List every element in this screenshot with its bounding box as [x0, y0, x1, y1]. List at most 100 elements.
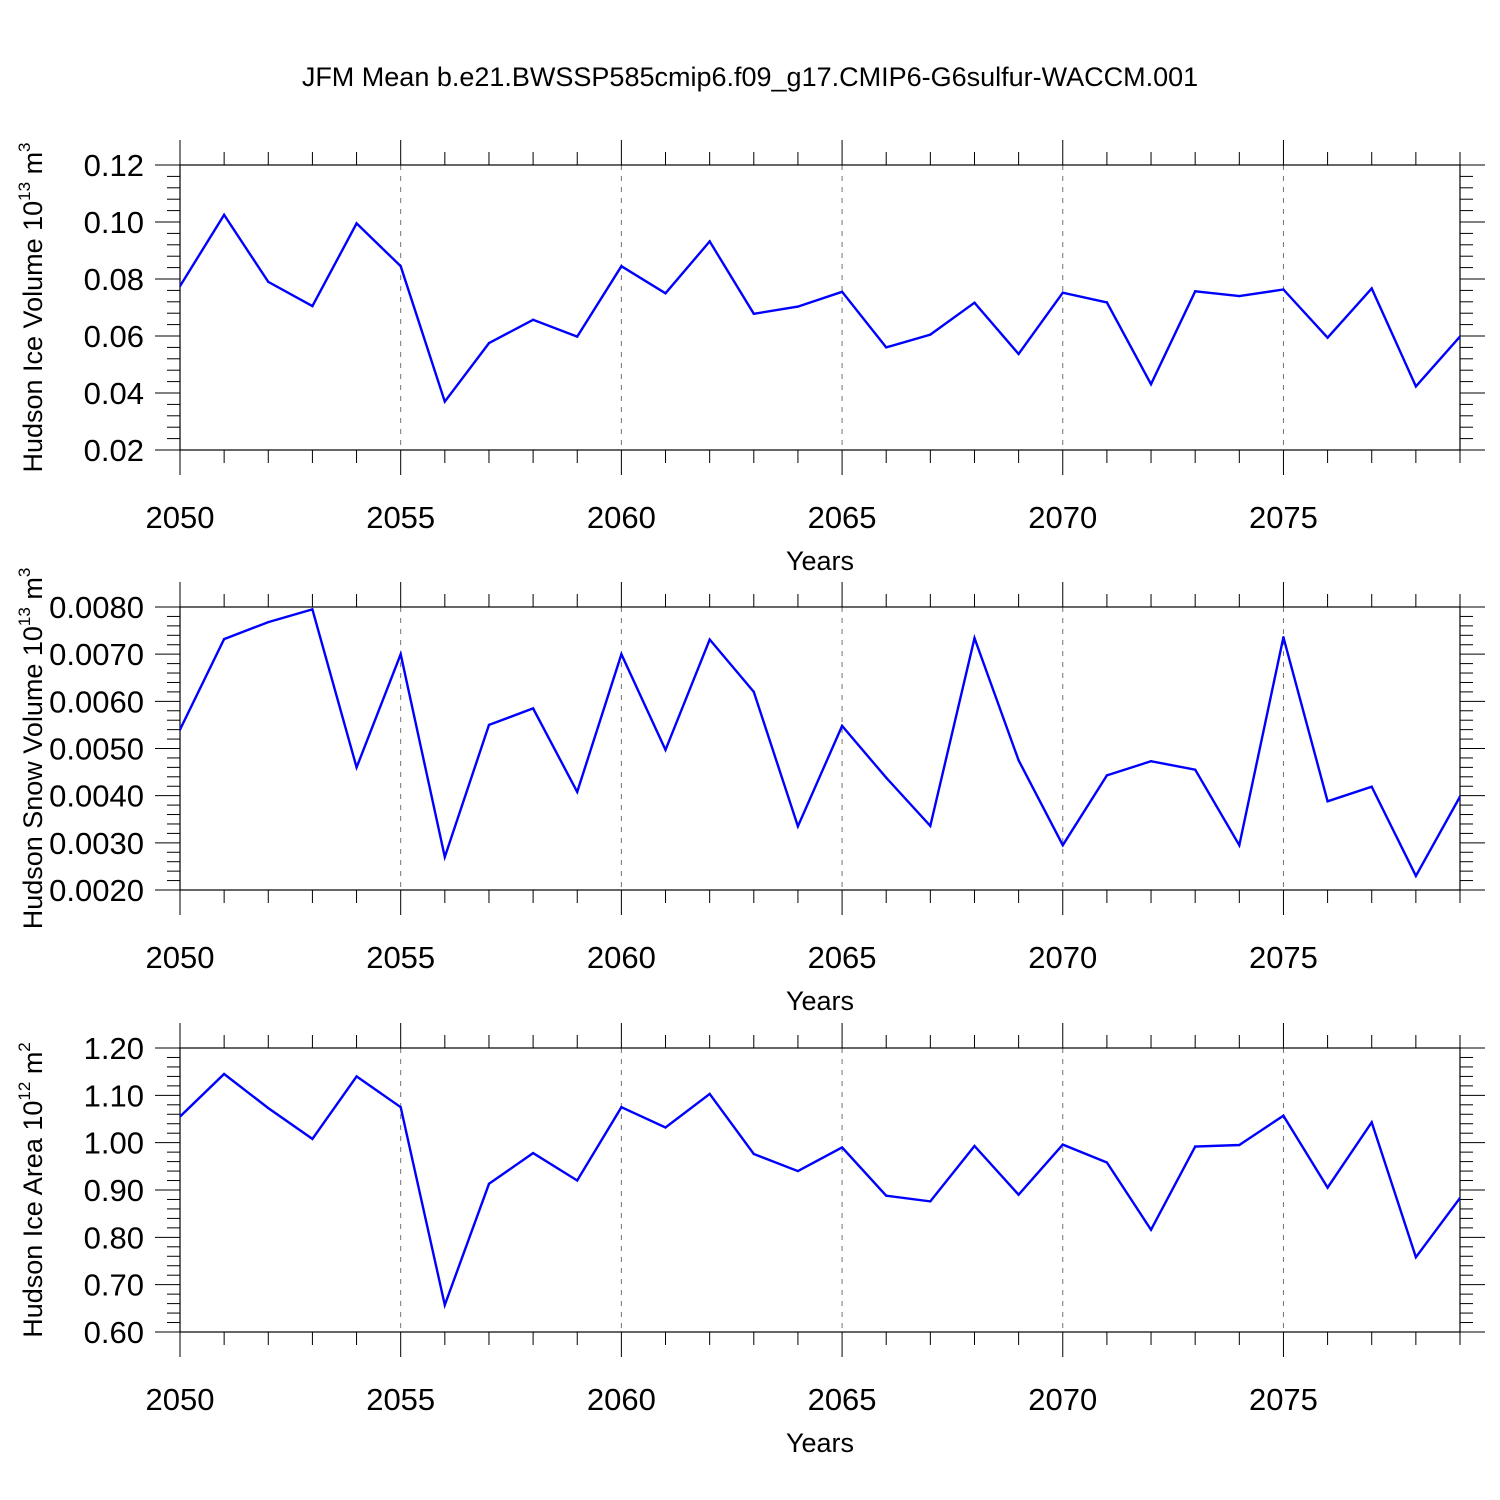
- data-point: [664, 292, 667, 295]
- data-point: [1238, 294, 1241, 298]
- data-point: [973, 1144, 976, 1148]
- data-point: [222, 213, 226, 217]
- data-point: [399, 652, 402, 656]
- y-axis-label-superscript: 12: [15, 1082, 34, 1101]
- data-point: [487, 723, 491, 727]
- data-point: [1149, 382, 1153, 386]
- y-axis-label: Hudson Ice Volume 1013 m3: [15, 142, 48, 472]
- x-tick-label: 2075: [1249, 940, 1318, 975]
- data-point: [1105, 1161, 1109, 1164]
- x-tick-label: 2050: [146, 500, 215, 535]
- data-point: [1193, 290, 1197, 293]
- ice-volume-panel: 0.02 0.04 0.06 0.08 0.10 0.12 2050 2055 2060 2065…: [15, 140, 1485, 576]
- data-point: [531, 707, 535, 710]
- series-line: [180, 1072, 1460, 1310]
- data-point: [1326, 1186, 1329, 1189]
- y-axis-label-text: Hudson Ice Volume 10: [18, 201, 48, 473]
- y-axis-label-text: m: [18, 1052, 48, 1082]
- data-point: [885, 346, 888, 349]
- data-point: [180, 284, 182, 288]
- x-tick-label: 2050: [146, 940, 215, 975]
- data-point: [1061, 291, 1064, 294]
- x-tick-label: 2075: [1249, 1382, 1318, 1417]
- data-point: [1105, 301, 1109, 304]
- data-point: [620, 1105, 623, 1109]
- data-point: [708, 1092, 711, 1096]
- y-tick-label: 0.0060: [49, 684, 144, 719]
- data-point: [1017, 759, 1020, 762]
- y-tick-label: 0.70: [84, 1268, 144, 1303]
- data-point: [708, 638, 711, 641]
- y-tick-label: 1.00: [84, 1126, 144, 1161]
- data-point: [443, 855, 447, 859]
- x-axis-label: Years: [786, 1428, 854, 1458]
- y-axis-label-superscript: 13: [15, 607, 34, 626]
- y-axis-label-text: m: [18, 577, 48, 607]
- x-tick-label: 2070: [1028, 940, 1097, 975]
- x-tick-label: 2065: [808, 940, 877, 975]
- y-tick-label: 0.0050: [49, 732, 144, 767]
- y-axis-label-text: Hudson Ice Area 10: [18, 1101, 48, 1338]
- figure-title: JFM Mean b.e21.BWSSP585cmip6.f09_g17.CMI…: [301, 62, 1199, 92]
- y-axis-label-text: Hudson Snow Volume 10: [18, 626, 48, 929]
- data-point: [531, 1151, 535, 1155]
- data-point: [1414, 874, 1418, 878]
- data-point: [1370, 287, 1373, 290]
- y-tick-label: 0.80: [84, 1220, 144, 1255]
- data-point: [1238, 1143, 1241, 1147]
- data-point: [1105, 774, 1109, 777]
- data-point: [1017, 352, 1020, 356]
- x-axis-label: Years: [786, 986, 854, 1016]
- plot-frame: [179, 606, 1461, 891]
- y-axis-label: Hudson Ice Area 1012 m2: [15, 1042, 48, 1338]
- data-point: [355, 766, 358, 769]
- data-point: [1458, 1196, 1460, 1200]
- data-point: [576, 790, 579, 794]
- data-point: [267, 620, 270, 624]
- data-point: [576, 335, 579, 338]
- y-tick-label: 0.0080: [49, 590, 144, 625]
- data-point: [222, 637, 226, 641]
- data-point: [1061, 1143, 1064, 1146]
- snow-volume-panel: 0.0020 0.0030 0.0040 0.0050 0.0060 0.0070 0.00…: [15, 568, 1485, 1016]
- data-point: [1193, 1145, 1197, 1148]
- data-point: [885, 1194, 888, 1197]
- data-point: [1458, 335, 1460, 338]
- data-point: [180, 728, 182, 731]
- data-point: [840, 290, 844, 294]
- y-tick-label: 0.0030: [49, 826, 144, 861]
- data-point: [796, 1169, 800, 1173]
- data-point: [443, 400, 447, 403]
- data-point: [180, 1115, 182, 1118]
- y-tick-label: 0.0070: [49, 637, 144, 672]
- data-point: [399, 1105, 402, 1109]
- data-point: [1061, 843, 1064, 847]
- data-point: [1414, 1256, 1418, 1259]
- data-point: [1193, 768, 1197, 771]
- data-point: [311, 1137, 314, 1141]
- series-line: [180, 607, 1460, 879]
- data-point: [443, 1303, 447, 1307]
- data-point: [1370, 1121, 1373, 1124]
- data-point: [1282, 1114, 1285, 1117]
- data-point: [929, 1200, 932, 1203]
- x-tick-label: 2060: [587, 500, 656, 535]
- data-point: [355, 222, 358, 225]
- data-point: [1149, 1228, 1153, 1231]
- data-point: [487, 1182, 491, 1186]
- y-axis-label-superscript: 13: [15, 182, 34, 201]
- y-tick-label: 1.10: [84, 1078, 144, 1113]
- data-point: [399, 264, 402, 268]
- data-point: [664, 1126, 667, 1129]
- plot-frame: [179, 164, 1461, 451]
- data-point: [973, 636, 976, 640]
- data-point: [1414, 385, 1418, 388]
- x-tick-label: 2060: [587, 940, 656, 975]
- y-tick-label: 0.02: [84, 433, 144, 468]
- data-point: [1458, 795, 1460, 798]
- y-axis-label-superscript: 3: [15, 142, 34, 151]
- y-tick-label: 0.60: [84, 1315, 144, 1350]
- x-axis-label: Years: [786, 546, 854, 576]
- data-point: [576, 1179, 579, 1182]
- data-point: [1282, 288, 1285, 291]
